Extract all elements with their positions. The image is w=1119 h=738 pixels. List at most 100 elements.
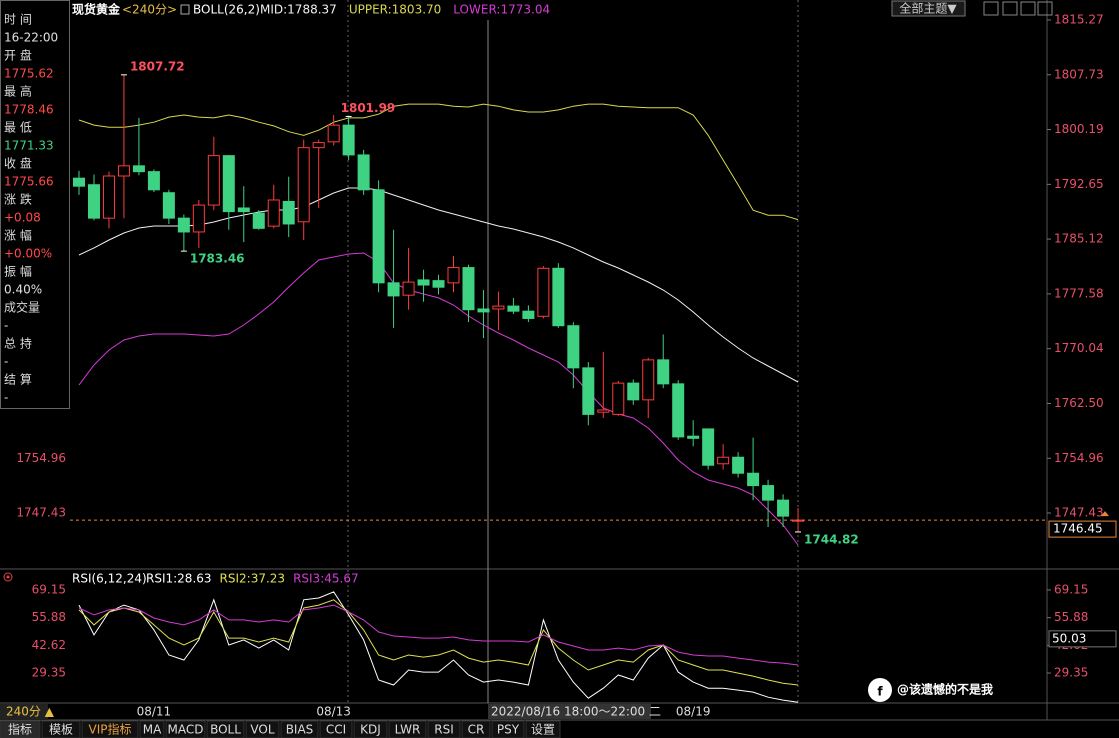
tab[interactable] — [41, 720, 81, 738]
extreme-label: 1801.99 — [341, 101, 396, 115]
y-tick-label: 55.88 — [1054, 610, 1088, 624]
candle-body — [252, 212, 265, 229]
indicator-line — [78, 599, 799, 686]
tab[interactable] — [427, 720, 461, 738]
tab[interactable] — [206, 720, 245, 738]
period-button-label: 240分 ▲ — [6, 705, 55, 719]
candle-body — [477, 308, 490, 313]
tab-label: 设置 — [531, 723, 555, 737]
candle-body — [747, 472, 760, 487]
candle-body — [567, 325, 580, 369]
candle-body — [87, 184, 100, 219]
watermark-icon — [868, 678, 892, 702]
tab-label: CCI — [326, 723, 346, 737]
info-value: 1775.62 — [4, 67, 54, 81]
extreme-label: 1783.46 — [190, 252, 245, 266]
indicator-icon[interactable] — [180, 4, 190, 15]
candle-body — [582, 367, 595, 415]
candle-body — [222, 155, 235, 213]
tab-label: MACD — [168, 723, 204, 737]
tab[interactable] — [0, 720, 41, 738]
tab-label: BIAS — [286, 723, 314, 737]
tab[interactable] — [81, 720, 139, 738]
y-tick-label: 29.35 — [1054, 666, 1088, 680]
tab[interactable] — [525, 720, 561, 738]
tab-label: KDJ — [360, 723, 381, 737]
left-tick-label: 69.15 — [32, 582, 66, 596]
tab-label: 指标 — [8, 722, 32, 737]
indicator-value: MID:1788.37 — [260, 3, 337, 17]
indicator-name: RSI(6,12,24) — [72, 572, 147, 586]
indicator-value: LOWER:1773.04 — [453, 3, 550, 17]
info-label: 成交量 — [4, 300, 40, 315]
candle-body — [297, 147, 310, 223]
info-value: 1778.46 — [4, 103, 54, 117]
extreme-label: 1807.72 — [130, 59, 185, 73]
candle-body — [342, 124, 355, 156]
info-label: 开 盘 — [4, 48, 32, 63]
info-label: 涨 幅 — [4, 228, 32, 243]
candle-body — [117, 165, 130, 177]
tab[interactable] — [139, 720, 165, 738]
tab[interactable] — [165, 720, 206, 738]
tab-label: RSI — [434, 723, 454, 737]
left-tick-label: 1747.43 — [16, 505, 66, 519]
tab[interactable] — [319, 720, 353, 738]
indicator-value: RSI3:45.67 — [293, 572, 359, 586]
info-label: 时 间 — [4, 13, 32, 27]
tab[interactable] — [280, 720, 319, 738]
info-value: - — [4, 391, 8, 405]
candle-body — [597, 409, 610, 413]
candle-body — [237, 207, 250, 213]
info-value: 1775.66 — [4, 175, 54, 189]
candle-body — [762, 485, 775, 501]
y-tick-label: 1754.96 — [1054, 451, 1104, 465]
tab[interactable] — [491, 720, 525, 738]
y-tick-label: 1770.04 — [1054, 341, 1104, 355]
tab[interactable] — [353, 720, 388, 738]
toolbar-icon[interactable] — [1020, 1, 1036, 16]
candle-body — [552, 267, 565, 327]
tab[interactable] — [388, 720, 427, 738]
last-price-marker — [1101, 511, 1109, 517]
theme-button[interactable] — [891, 0, 966, 17]
tab[interactable] — [461, 720, 491, 738]
info-value: 0.40% — [4, 283, 42, 297]
candle-body — [777, 499, 790, 517]
candle-body — [267, 199, 280, 227]
y-tick-label: 1777.58 — [1054, 286, 1104, 300]
x-tick-label: 08/13 — [316, 705, 351, 719]
candle-body — [192, 204, 205, 233]
info-label: 涨 跌 — [4, 192, 32, 207]
y-tick-label: 69.15 — [1054, 582, 1088, 596]
indicator-value: RSI2:37.23 — [220, 572, 286, 586]
last-price-box — [1048, 520, 1117, 538]
candle-body — [282, 200, 295, 225]
info-value: - — [4, 355, 8, 369]
candle-body — [73, 177, 85, 187]
x-tick-label: 08/11 — [137, 705, 172, 719]
tab[interactable] — [245, 720, 280, 738]
candle-body — [732, 456, 745, 474]
y-tick-label: 1747.43 — [1054, 505, 1104, 519]
indicator-line — [78, 252, 799, 546]
theme-label: 全部主题▼ — [899, 1, 957, 16]
toolbar-icon[interactable] — [1002, 1, 1018, 16]
left-tick-label: 55.88 — [32, 610, 66, 624]
toolbar-icon[interactable] — [1037, 1, 1053, 16]
indicator-value: RSI1:28.63 — [146, 572, 212, 586]
last-price-label: 1746.45 — [1053, 522, 1103, 536]
info-value: +0.00% — [4, 247, 52, 261]
panel-icon[interactable] — [3, 572, 13, 582]
indicator-name: BOLL(26,2) — [193, 3, 260, 17]
candle-body — [492, 305, 505, 310]
y-tick-label: 1807.73 — [1054, 67, 1104, 81]
candle-body — [687, 435, 700, 439]
toolbar-icon[interactable] — [983, 1, 999, 16]
tab-label: CR — [468, 723, 485, 737]
period-button[interactable] — [0, 704, 48, 720]
period: <240分> — [122, 3, 177, 17]
info-label: 最 高 — [4, 84, 32, 99]
